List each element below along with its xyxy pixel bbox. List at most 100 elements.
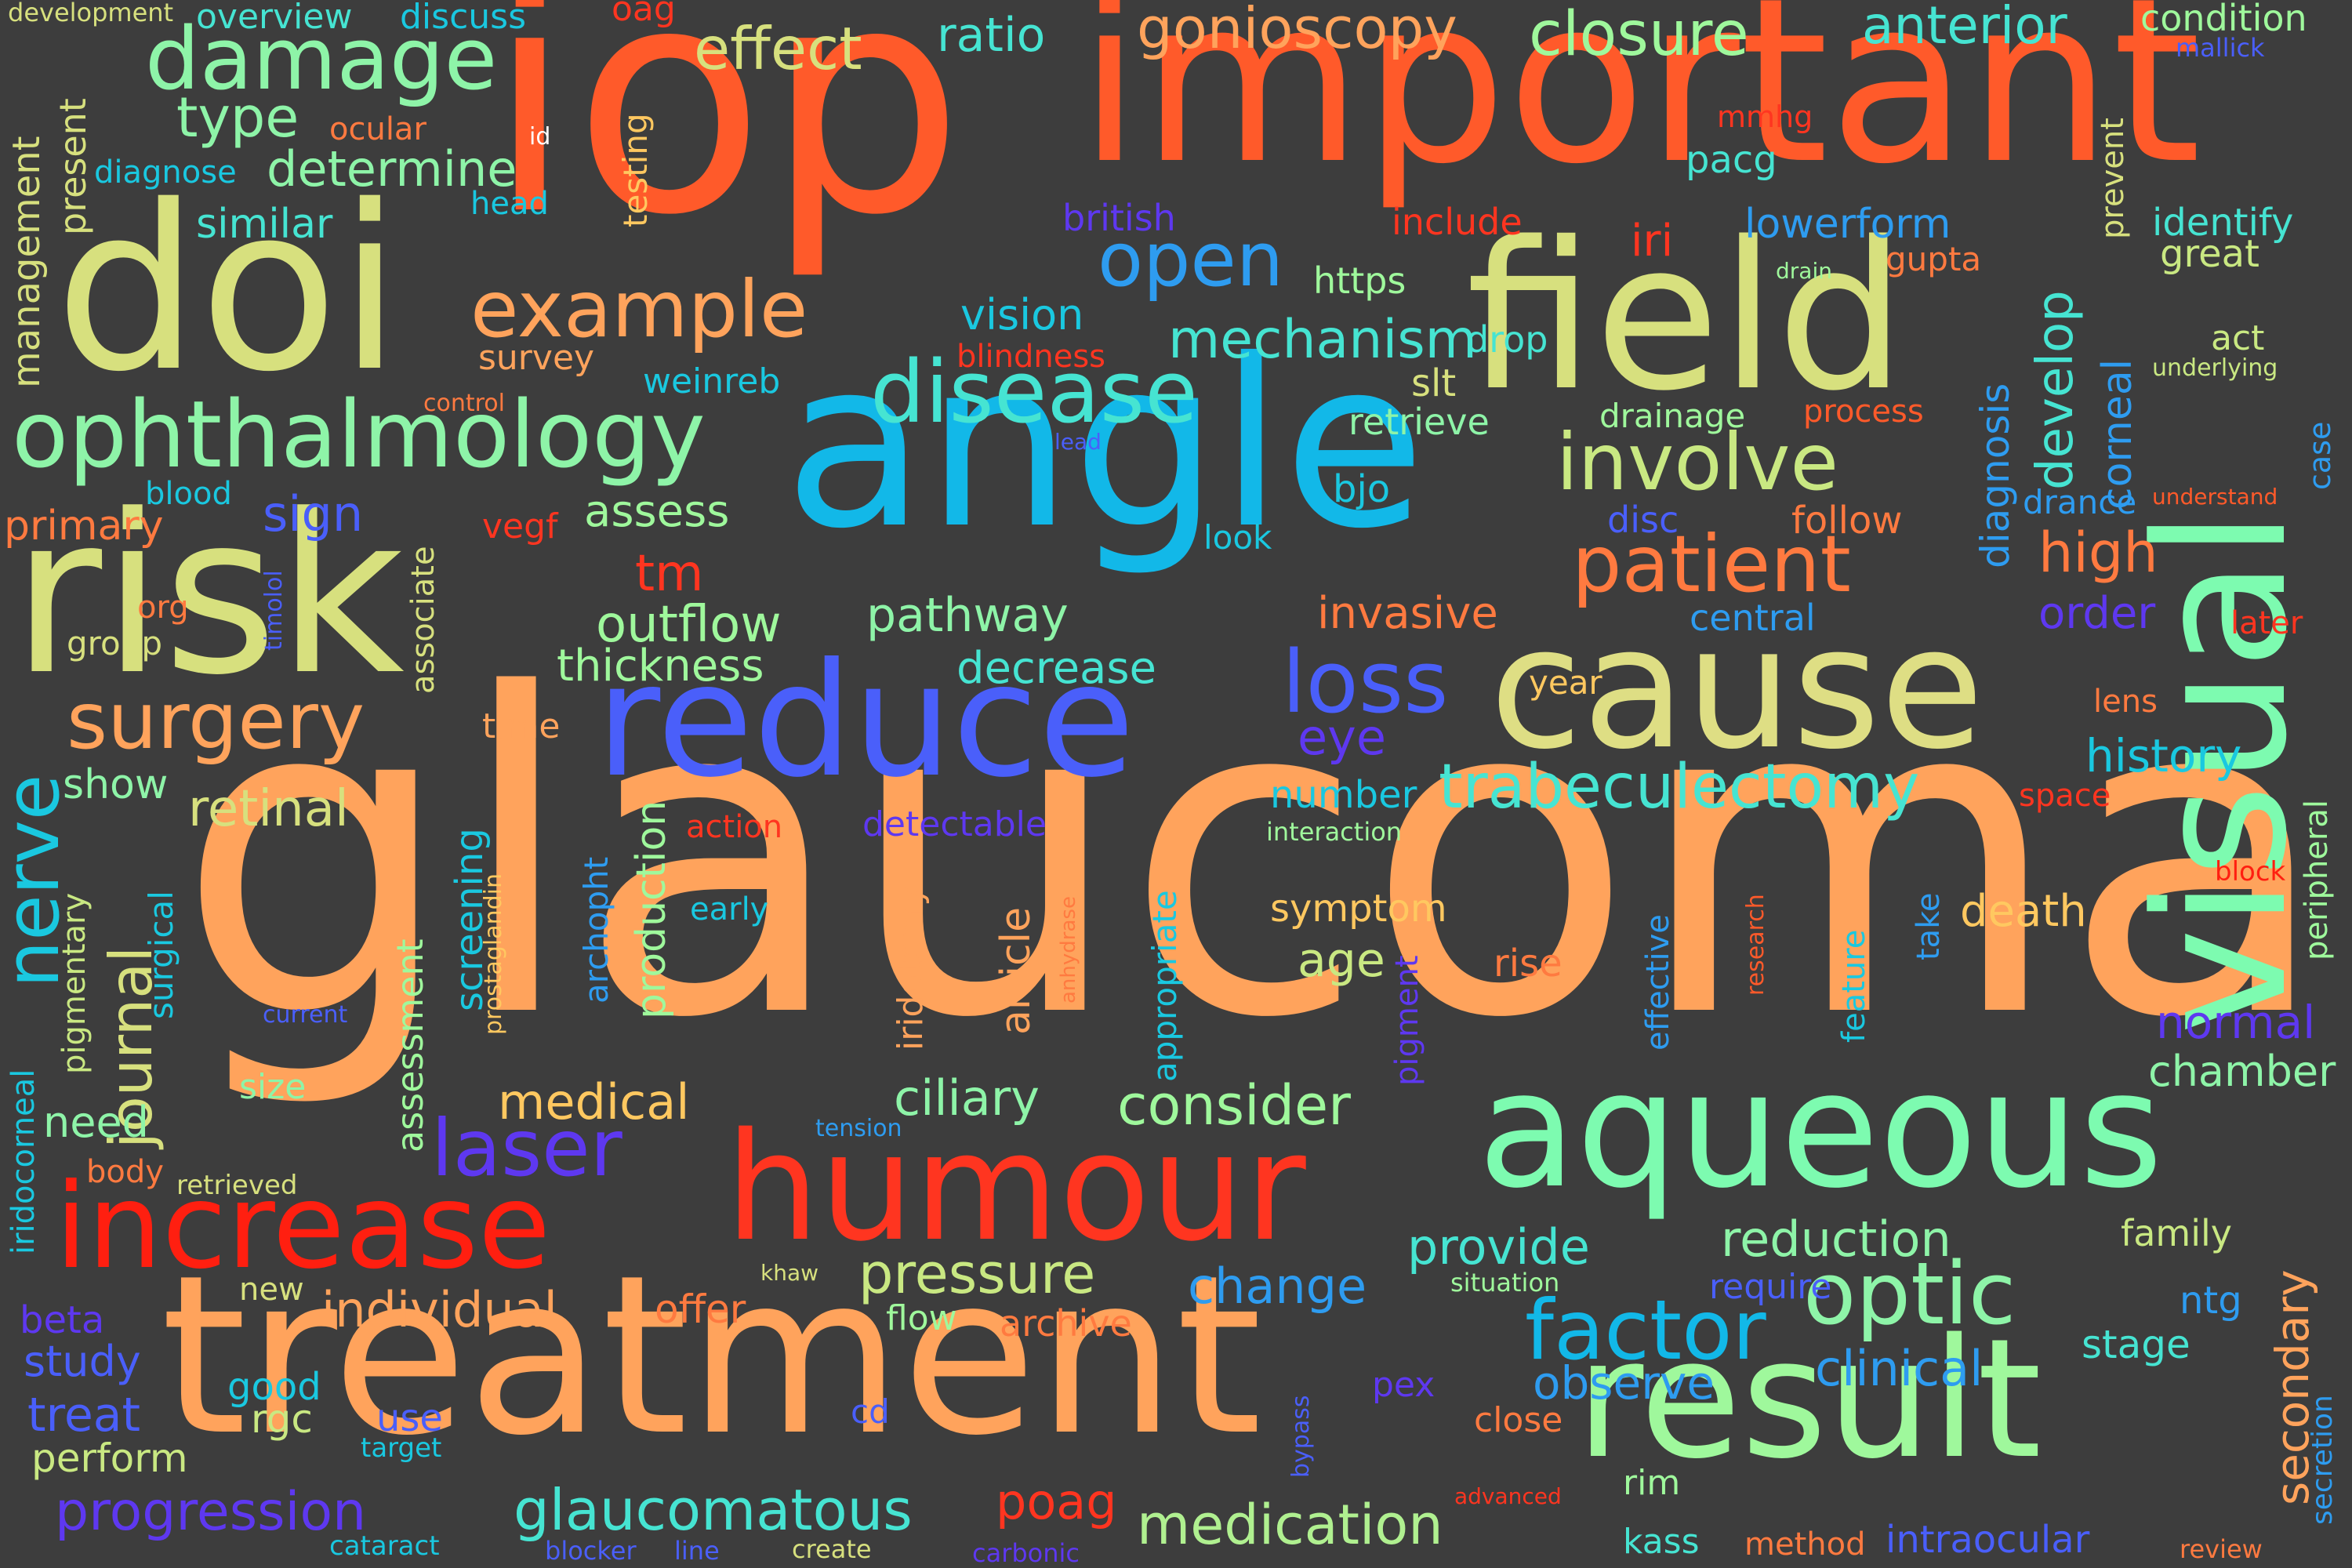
word-british: british xyxy=(1062,197,1176,239)
word-patient: patient xyxy=(1572,518,1851,610)
word-drainage: drainage xyxy=(1599,397,1746,435)
word-need: need xyxy=(43,1098,149,1147)
word-tm: tm xyxy=(635,545,704,603)
word-case: case xyxy=(2303,421,2337,490)
word-disease: disease xyxy=(870,342,1198,442)
word-look: look xyxy=(1203,518,1272,557)
word-clinical: clinical xyxy=(1815,1340,1984,1397)
word-effective: effective xyxy=(1640,914,1676,1051)
word-angle: angle xyxy=(784,310,1426,579)
word-blocker: blocker xyxy=(545,1536,637,1566)
word-blindness: blindness xyxy=(956,339,1105,375)
word-condition: condition xyxy=(2140,0,2307,39)
word-peripheral: peripheral xyxy=(2299,800,2335,960)
word-ntg: ntg xyxy=(2180,1279,2242,1323)
word-observe: observe xyxy=(1533,1356,1715,1410)
word-optic: optic xyxy=(1803,1243,2016,1344)
word-field: field xyxy=(1466,199,1907,436)
word-type: type xyxy=(176,85,299,150)
word-death: death xyxy=(1960,886,2087,937)
word-history: history xyxy=(2085,729,2242,782)
word-intraocular: intraocular xyxy=(1886,1518,2090,1562)
word-pigment: pigment xyxy=(1389,955,1425,1086)
word-eye: eye xyxy=(1298,709,1386,766)
word-vision: vision xyxy=(960,290,1084,339)
word-chamber: chamber xyxy=(2148,1047,2336,1096)
word-org: org xyxy=(137,590,189,626)
word-invasive: invasive xyxy=(1317,588,1498,639)
word-later: later xyxy=(2230,605,2303,641)
word-assessment: assessment xyxy=(389,938,431,1152)
word-line: line xyxy=(674,1536,720,1566)
word-create: create xyxy=(792,1534,872,1564)
word-effect: effect xyxy=(694,14,862,83)
word-decrease: decrease xyxy=(956,643,1156,694)
word-interaction: interaction xyxy=(1266,817,1403,847)
word-medication: medication xyxy=(1137,1493,1443,1557)
word-weinreb: weinreb xyxy=(643,361,781,401)
word-bjo: bjo xyxy=(1333,467,1391,511)
word-primary: primary xyxy=(4,503,164,550)
word-family: family xyxy=(2121,1212,2232,1254)
word-age: age xyxy=(1298,933,1385,988)
word-sign: sign xyxy=(263,485,364,543)
word-disc: disc xyxy=(1607,499,1679,541)
word-individual: individual xyxy=(321,1281,557,1338)
word-understand: understand xyxy=(2152,484,2278,510)
word-anterior: anterior xyxy=(1862,0,2067,56)
word-tension: tension xyxy=(815,1115,902,1142)
word-important: important xyxy=(1078,0,2201,214)
word-diagnosis: diagnosis xyxy=(1973,383,2018,568)
word-pathway: pathway xyxy=(866,588,1069,643)
word-block: block xyxy=(2215,856,2286,887)
word-head: head xyxy=(470,186,549,222)
word-target: target xyxy=(361,1432,442,1464)
word-archopht: archopht xyxy=(577,856,615,1004)
word-pex: pex xyxy=(1372,1365,1436,1405)
word-iridocorneal: iridocorneal xyxy=(5,1069,42,1254)
word-space: space xyxy=(2019,778,2111,814)
word-medical: medical xyxy=(498,1073,690,1131)
word-aqueous: aqueous xyxy=(1478,1037,2163,1224)
word-production: production xyxy=(628,800,675,1019)
word-central: central xyxy=(1690,597,1816,639)
word-anhydrase: anhydrase xyxy=(1057,896,1080,1004)
word-humour: humour xyxy=(725,1101,1306,1274)
word-pressure: pressure xyxy=(858,1242,1096,1306)
word-timolol: timolol xyxy=(260,570,288,651)
word-underlying: underlying xyxy=(2152,354,2278,382)
word-current: current xyxy=(263,1001,348,1029)
word-beta: beta xyxy=(20,1298,105,1342)
word-laser: laser xyxy=(431,1102,622,1194)
word-normal: normal xyxy=(2156,996,2316,1049)
word-lens: lens xyxy=(2093,684,2158,720)
word-closure: closure xyxy=(1529,0,1749,70)
word-action: action xyxy=(686,809,783,845)
word-iop: iop xyxy=(486,0,964,284)
word-process: process xyxy=(1803,394,1924,430)
word-treat: treat xyxy=(27,1388,141,1443)
word-reduction: reduction xyxy=(1721,1210,1951,1268)
word-thickness: thickness xyxy=(557,641,764,691)
word-good: good xyxy=(227,1365,321,1409)
word-iridotomy: iridotomy xyxy=(891,885,931,1051)
word-result: result xyxy=(1576,1303,2042,1495)
word-cd: cd xyxy=(851,1392,890,1431)
word-year: year xyxy=(1529,663,1602,702)
word-new: new xyxy=(239,1272,304,1308)
word-identify: identify xyxy=(2152,201,2294,245)
word-khaw: khaw xyxy=(760,1260,819,1286)
word-include: include xyxy=(1392,201,1523,243)
word-drance: drance xyxy=(2023,483,2137,521)
word-cause: cause xyxy=(1490,590,1984,786)
word-stage: stage xyxy=(2082,1322,2190,1367)
word-reduce: reduce xyxy=(596,630,1135,812)
word-consider: consider xyxy=(1117,1073,1351,1138)
word-pigmentary: pigmentary xyxy=(56,892,93,1074)
word-gonioscopy: gonioscopy xyxy=(1137,0,1457,61)
word-provide: provide xyxy=(1407,1218,1590,1276)
word-situation: situation xyxy=(1450,1268,1560,1298)
word-group: group xyxy=(67,624,162,662)
word-carbonic: carbonic xyxy=(972,1538,1080,1568)
